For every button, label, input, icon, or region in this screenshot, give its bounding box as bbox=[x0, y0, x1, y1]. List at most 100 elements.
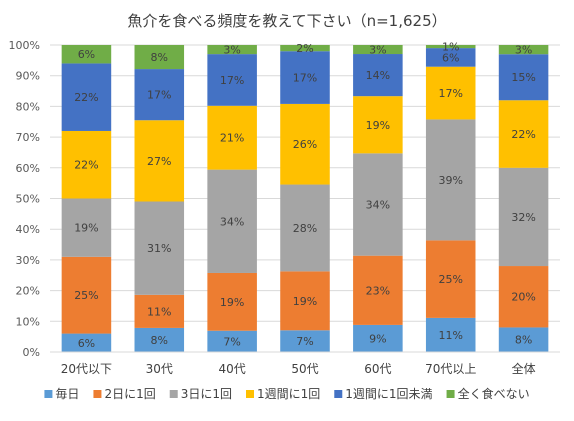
data-label: 3% bbox=[515, 44, 532, 57]
legend-label: 毎日 bbox=[55, 386, 79, 401]
data-label: 1% bbox=[442, 41, 459, 54]
y-tick-label: 90% bbox=[16, 70, 40, 83]
bar-segment bbox=[425, 317, 476, 352]
bar-segment bbox=[280, 184, 330, 272]
bar-segment bbox=[498, 266, 549, 328]
legend-label: 2日に1回 bbox=[104, 387, 155, 401]
bar-segment bbox=[207, 105, 257, 170]
data-label: 20% bbox=[511, 291, 535, 304]
data-label: 6% bbox=[442, 51, 459, 64]
data-label: 14% bbox=[366, 69, 390, 82]
bar-segment bbox=[134, 201, 185, 295]
data-label: 19% bbox=[366, 119, 390, 132]
data-label: 22% bbox=[74, 159, 98, 172]
x-category-label: 50代 bbox=[291, 362, 318, 376]
bar-segment bbox=[134, 45, 185, 70]
bar-segment bbox=[498, 327, 549, 352]
bar-stack: 6% 25% 19% 22% 22% 6% bbox=[61, 45, 112, 352]
data-label: 11% bbox=[438, 329, 462, 342]
legend-item: 1週間に1回 bbox=[246, 387, 320, 401]
y-axis: 0% 10% 20% 30% 40% 50% 60% 70% 80% 90% 100% bbox=[9, 39, 40, 359]
bar-stack: 8% 20% 32% 22% 15% 3% bbox=[498, 44, 549, 352]
data-label: 7% bbox=[296, 335, 313, 348]
bar-segment bbox=[207, 330, 257, 352]
data-label: 27% bbox=[147, 155, 171, 168]
data-label: 8% bbox=[151, 51, 168, 64]
data-label: 8% bbox=[151, 334, 168, 347]
legend-item: 2日に1回 bbox=[93, 387, 156, 401]
data-label: 15% bbox=[511, 71, 535, 84]
bar-segment bbox=[498, 100, 549, 168]
data-label: 21% bbox=[220, 132, 244, 145]
bar-stack: 8% 11% 31% 27% 17% 8% bbox=[134, 45, 185, 352]
data-label: 28% bbox=[293, 222, 317, 235]
data-label: 8% bbox=[515, 334, 532, 347]
data-label: 19% bbox=[220, 296, 244, 309]
y-tick-label: 40% bbox=[16, 223, 40, 236]
data-label: 11% bbox=[147, 305, 171, 318]
legend-label: 3日に1回 bbox=[181, 387, 232, 401]
bar-segment bbox=[134, 294, 185, 328]
data-label: 17% bbox=[147, 89, 171, 102]
bar-stack: 7% 19% 34% 21% 17% 3% bbox=[207, 44, 257, 352]
bar-stack: 7% 19% 28% 26% 17% 2% bbox=[280, 42, 330, 352]
legend-swatch bbox=[169, 390, 178, 398]
legend-label: 全く食べない bbox=[458, 386, 530, 401]
x-category-label: 30代 bbox=[146, 362, 173, 376]
data-label: 32% bbox=[511, 211, 535, 224]
y-tick-label: 30% bbox=[16, 254, 40, 267]
x-category-label: 40代 bbox=[219, 362, 246, 376]
bar-segment bbox=[498, 54, 549, 101]
bar-segment bbox=[425, 119, 476, 241]
legend-item: 3日に1回 bbox=[169, 387, 232, 401]
bar-segment bbox=[425, 48, 476, 67]
bar-segment bbox=[353, 54, 403, 97]
bar-segment bbox=[207, 45, 257, 55]
data-label: 17% bbox=[438, 87, 462, 100]
bar-segment bbox=[134, 327, 185, 352]
bar-segment bbox=[61, 45, 112, 64]
data-label: 7% bbox=[223, 335, 240, 348]
data-label: 2% bbox=[296, 42, 313, 55]
x-category-label: 全体 bbox=[512, 361, 536, 376]
bar-segment bbox=[425, 45, 476, 49]
legend-item: 全く食べない bbox=[446, 386, 530, 401]
bar-segment bbox=[425, 66, 476, 120]
data-label: 31% bbox=[147, 242, 171, 255]
y-tick-label: 10% bbox=[16, 315, 40, 328]
legend-item: 毎日 bbox=[44, 386, 79, 401]
bar-segment bbox=[498, 45, 549, 55]
data-label: 22% bbox=[511, 128, 535, 141]
data-label: 22% bbox=[74, 91, 98, 104]
y-tick-label: 70% bbox=[16, 131, 40, 144]
legend: 毎日 2日に1回 3日に1回 1週間に1回 1週間に1回未満 全く食べない bbox=[44, 386, 530, 401]
data-label: 19% bbox=[74, 222, 98, 235]
bar-segment bbox=[207, 169, 257, 273]
bar-segment bbox=[280, 271, 330, 331]
bar-segment bbox=[61, 130, 112, 199]
y-tick-label: 20% bbox=[16, 285, 40, 298]
y-tick-label: 60% bbox=[16, 162, 40, 175]
x-axis: 20代以下 30代 40代 50代 60代 70代以上 全体 bbox=[50, 351, 560, 376]
x-category-label: 70代以上 bbox=[425, 362, 476, 376]
bar-segment bbox=[353, 45, 403, 55]
data-label: 3% bbox=[223, 44, 240, 57]
bars: 6% 25% 19% 22% 22% 6% 8% 11% 31% 27% 17% 8% 7% 19% 34%… bbox=[61, 41, 549, 352]
bar-segment bbox=[280, 330, 330, 352]
legend-label: 1週間に1回 bbox=[257, 387, 320, 401]
x-category-label: 20代以下 bbox=[61, 362, 112, 376]
data-label: 9% bbox=[369, 332, 386, 345]
legend-label: 1週間に1回未満 bbox=[345, 387, 432, 401]
y-tick-label: 0% bbox=[23, 346, 40, 359]
legend-swatch bbox=[334, 390, 343, 398]
data-label: 34% bbox=[220, 215, 244, 228]
legend-swatch bbox=[44, 390, 53, 398]
bar-segment bbox=[280, 51, 330, 104]
data-label: 6% bbox=[78, 337, 95, 350]
chart-title: 魚介を食べる頻度を教えて下さい（n=1,625） bbox=[127, 12, 446, 30]
legend-item: 1週間に1回未満 bbox=[334, 387, 433, 401]
bar-segment bbox=[425, 240, 476, 318]
bar-segment bbox=[134, 69, 185, 121]
bar-segment bbox=[61, 63, 112, 131]
